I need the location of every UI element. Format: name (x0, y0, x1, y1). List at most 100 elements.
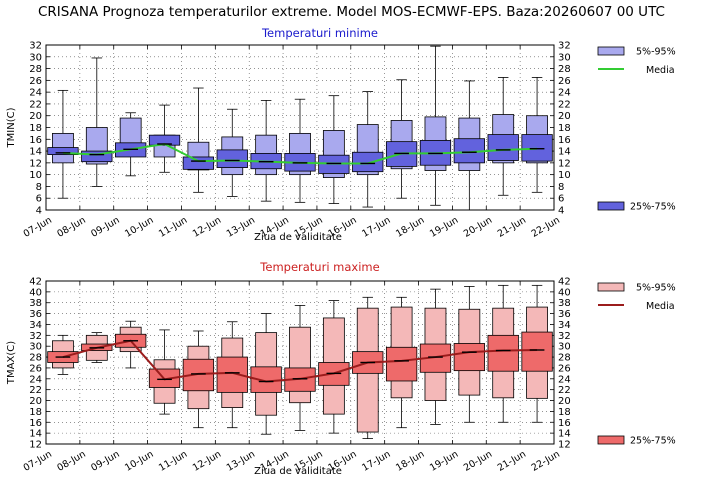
panel-0-ytick-label-left: 28 (29, 64, 42, 75)
panel-0-ytick-label-left: 14 (29, 147, 42, 158)
panel-1-ytick-label-left: 26 (29, 363, 42, 374)
panel-1-legend-swatch-outer (597, 282, 625, 292)
panel-0-ytick-label-left: 8 (36, 182, 42, 193)
panel-1-ytick-label-right: 42 (558, 277, 571, 288)
panel-1-ytick-label-right: 16 (558, 418, 571, 429)
panel-0-ytick-label-right: 6 (558, 194, 564, 205)
panel-1-legend-label-inner: 25%-75% (630, 436, 676, 447)
panel-0-ytick-label-right: 30 (558, 52, 571, 63)
panel-1-ytick-label-right: 32 (558, 331, 571, 342)
panel-0-xtick-label: 10-Jun (123, 215, 155, 240)
panel-0-ytick-label-right: 22 (558, 99, 571, 110)
panel-1-ytick-label-left: 22 (29, 385, 42, 396)
panel-1-xtick-label: 09-Jun (89, 449, 121, 474)
panel-0-box-inner (352, 151, 384, 173)
panel-1-ytick-label-left: 18 (29, 407, 42, 418)
panel-1-ytick-label-left: 14 (29, 429, 42, 440)
panel-0-ytick-label-right: 12 (558, 158, 571, 169)
panel-1-ytick-label-left: 20 (29, 396, 42, 407)
panel-0-ytick-label-right: 26 (558, 76, 571, 87)
panel-0-legend-label-inner: 25%-75% (630, 202, 676, 213)
panel-0-xtick-label: 12-Jun (191, 215, 223, 240)
panel-0-ytick-label-right: 14 (558, 147, 571, 158)
panel-1-xtick-label: 12-Jun (191, 449, 223, 474)
panel-1-ytick-label-left: 16 (29, 418, 42, 429)
panel-0-x-axis-label: Ziua de validitate (254, 232, 342, 243)
panel-0-ytick-label-right: 32 (558, 41, 571, 52)
panel-1-xtick-label: 21-Jun (496, 449, 528, 474)
panel-1-legend-label-outer: 5%-95% (636, 283, 676, 294)
panel-0-box-inner (521, 134, 553, 162)
panel-1-ytick-label-right: 12 (558, 440, 571, 451)
panel-0-xtick-label: 20-Jun (462, 215, 494, 240)
panel-0-ytick-label-right: 24 (558, 88, 571, 99)
panel-1-ytick-label-right: 34 (558, 320, 571, 331)
panel-1-ytick-label-right: 22 (558, 385, 571, 396)
panel-1-ytick-label-right: 28 (558, 353, 571, 364)
panel-1-ytick-label-left: 12 (29, 440, 42, 451)
panel-1-ytick-label-right: 30 (558, 342, 571, 353)
panel-1-xtick-label: 19-Jun (428, 449, 460, 474)
panel-0-ytick-label-left: 30 (29, 52, 42, 63)
panel-1-plot-frame (45, 280, 555, 445)
panel-1-box-inner (487, 334, 519, 372)
panel-0-xtick-label: 07-Jun (22, 215, 54, 240)
panel-1-ytick-label-right: 40 (558, 287, 571, 298)
panel-0-xtick-label: 22-Jun (530, 215, 562, 240)
panel-0-xtick-label: 09-Jun (89, 215, 121, 240)
panel-1-xtick-label: 13-Jun (225, 449, 257, 474)
panel-1-ytick-label-left: 40 (29, 287, 42, 298)
panel-1-ytick-label-left: 32 (29, 331, 42, 342)
panel-0-legend-swatch-inner (597, 201, 625, 211)
panel-0-ytick-label-right: 20 (558, 111, 571, 122)
panel-1-box-inner (385, 346, 418, 382)
panel-0-ytick-label-right: 4 (558, 206, 564, 217)
panel-0-ytick-label-right: 10 (558, 170, 571, 181)
panel-1-xtick-label: 11-Jun (157, 449, 189, 474)
panel-0-box-inner (47, 147, 79, 156)
panel-1-ytick-label-left: 36 (29, 309, 42, 320)
panel-1-xtick-label: 20-Jun (462, 449, 494, 474)
panel-1-ytick-label-left: 24 (29, 374, 42, 385)
panel-0-legend-label-outer: 5%-95% (636, 47, 676, 58)
panel-1-xtick-label: 18-Jun (394, 449, 426, 474)
panel-0-ytick-label-left: 32 (29, 41, 42, 52)
panel-1-chart-title: Temperaturi maxime (259, 260, 379, 274)
panel-0-ytick-label-left: 16 (29, 135, 42, 146)
panel-0-y-axis-label: TMIN(C) (6, 107, 17, 148)
panel-1-xtick-label: 22-Jun (530, 449, 562, 474)
panel-0-box-inner (216, 149, 248, 168)
panel-0-ytick-label-right: 8 (558, 182, 564, 193)
panel-0-ytick-label-left: 4 (36, 206, 42, 217)
panel-0-xtick-label: 08-Jun (55, 215, 87, 240)
panel-1-x-axis-label: Ziua de validitate (254, 466, 342, 477)
panel-1-ytick-label-right: 36 (558, 309, 571, 320)
panel-0-xtick-label: 21-Jun (496, 215, 528, 240)
panel-0-ytick-label-left: 12 (29, 158, 42, 169)
panel-1-ytick-label-right: 24 (558, 374, 571, 385)
panel-1-ytick-label-right: 18 (558, 407, 571, 418)
panel-0-ytick-label-left: 22 (29, 99, 42, 110)
panel-0-legend-label-mean: Media (646, 65, 675, 76)
panel-1-ytick-label-left: 38 (29, 298, 42, 309)
panel-1-legend-label-mean: Media (646, 301, 675, 312)
panel-0-xtick-label: 19-Jun (428, 215, 460, 240)
panel-0-box-inner (182, 156, 215, 170)
panel-1-legend-swatch-inner (597, 435, 625, 445)
panel-0-xtick-label: 18-Jun (394, 215, 426, 240)
panel-1-ytick-label-left: 30 (29, 342, 42, 353)
panel-1-xtick-label: 17-Jun (360, 449, 392, 474)
panel-0-ytick-label-left: 20 (29, 111, 42, 122)
panel-1-ytick-label-right: 20 (558, 396, 571, 407)
panel-0-ytick-label-left: 10 (29, 170, 42, 181)
panel-0-xtick-label: 11-Jun (157, 215, 189, 240)
panel-1-box-inner (250, 366, 282, 393)
panel-1-ytick-label-right: 14 (558, 429, 571, 440)
panel-0-ytick-label-left: 26 (29, 76, 42, 87)
panel-0-ytick-label-right: 18 (558, 123, 571, 134)
panel-1-y-axis-label: TMAX(C) (6, 341, 17, 385)
panel-0-xtick-label: 17-Jun (360, 215, 392, 240)
panel-1-box-inner (521, 331, 553, 372)
panel-0-box-inner (487, 134, 519, 161)
